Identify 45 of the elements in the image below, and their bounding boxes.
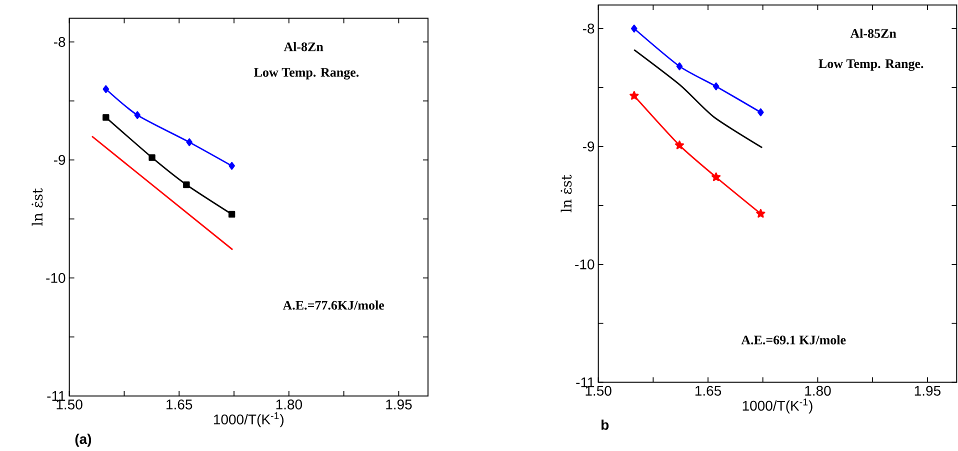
y-axis-title: ln ε̇st [560,174,572,212]
annotation: Al-8Zn [284,42,324,52]
y-tick-label: -11 [47,391,66,401]
point [228,210,236,218]
y-tick-label: -8 [54,36,66,47]
point [186,138,193,146]
x-axis-title: 1000/T(K$^{-1}$) [742,398,812,414]
point [102,114,110,121]
text: b [602,420,609,430]
x-tick-label: 1.95 [914,386,940,396]
point [102,85,110,94]
point [134,111,141,120]
x-tick-label: 1.80 [805,386,831,396]
x-tick-label: 1.50 [586,386,612,396]
x-tick-label: 1.65 [695,386,722,396]
text: (a) [75,434,92,447]
x-tick-label: 1.80 [276,400,302,410]
annotation: Low Temp. Range. [254,68,359,80]
x-tick-label: 1.95 [386,400,412,410]
x-tick-label: 1.50 [56,400,82,410]
point [756,208,766,218]
point [630,24,638,33]
y-tick-label: -11 [576,377,594,388]
y-axis-title: ln ε̇st [32,188,43,226]
y-tick-label: -9 [54,154,66,165]
point [674,140,684,150]
point [676,62,683,70]
point [228,162,235,170]
point [183,181,190,188]
point [630,91,639,100]
x-axis-title: 1000/T(K$^{-1}$) [214,412,284,428]
point [712,172,721,182]
point [758,108,764,116]
y-tick-label: -10 [575,259,594,270]
annotation: A.E.=69.1 KJ/mole [741,335,846,344]
point [712,82,720,90]
y-tick-label: -9 [582,142,594,152]
annotation: A.E.=77.6KJ/mole [282,300,384,310]
annotation: Al-85Zn [850,28,896,38]
annotation: Low Temp. Range. [818,59,924,71]
x-tick-label: 1.65 [166,400,192,410]
line-series [633,49,763,148]
y-tick-label: -10 [46,273,66,283]
y-tick-label: -8 [582,24,594,34]
point [148,154,156,161]
